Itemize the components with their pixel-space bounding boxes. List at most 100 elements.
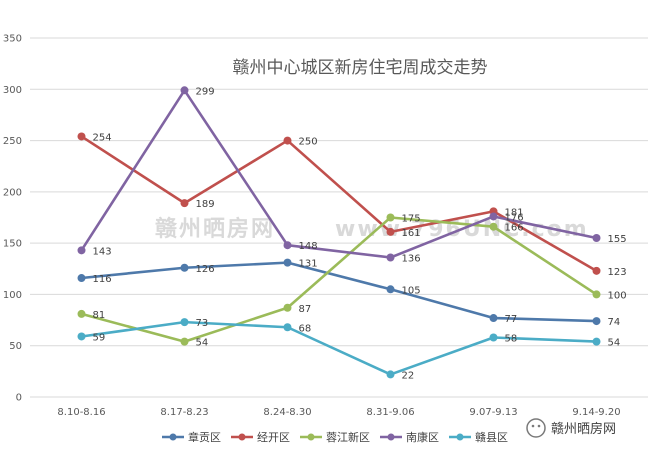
data-label: 54 [196,338,209,349]
legend-item: 赣县区 [449,430,508,444]
legend-item: 经开区 [231,431,290,444]
series-4: 143 299 148 136 176 155 [77,86,627,265]
chart-title: 赣州中心城区新房住宅周成交走势 [233,58,488,78]
data-point [592,290,601,299]
legend-swatch-marker [387,433,395,441]
data-point [489,314,498,323]
data-label: 299 [196,86,215,97]
data-point [592,266,601,275]
legend-swatch-marker [456,433,464,441]
series-line [80,89,597,259]
data-label: 176 [505,212,524,223]
data-point [180,263,189,272]
data-label: 58 [505,334,518,345]
legend-item: 南康区 [380,430,439,444]
legend-item: 章贡区 [162,430,221,444]
data-label: 59 [93,332,106,343]
legend-item: 蓉江新区 [300,430,370,444]
data-label: 116 [93,274,112,285]
legend-label: 蓉江新区 [326,430,370,444]
legend-label: 赣县区 [475,430,508,444]
watermark-left-text: 赣州晒房网 [155,216,275,242]
legend-swatch-marker [169,433,177,441]
legend-label: 南康区 [406,430,439,444]
y-tick-label: 300 [3,85,22,96]
data-point [592,317,601,326]
y-tick-label: 0 [16,393,22,404]
y-tick-label: 200 [3,187,22,198]
legend-swatch-marker [238,433,246,441]
data-label: 143 [93,246,112,257]
legend: 章贡区 经开区 蓉江新区 南康区 赣县区 [162,430,508,444]
data-label: 123 [608,267,627,278]
data-label: 54 [608,338,621,349]
y-tick-label: 150 [3,239,22,250]
legend-label: 章贡区 [188,430,221,444]
data-point [180,318,189,327]
source-logo: 赣州晒房网 [526,418,616,438]
grid-lines [30,37,648,398]
data-label: 22 [402,370,415,381]
data-point [386,213,395,222]
data-point [386,370,395,379]
series-line [81,216,598,343]
data-point [77,309,86,318]
data-label: 181 [505,207,524,218]
data-label: 136 [402,254,421,265]
data-point [283,323,292,332]
wechat-icon-eye-right [537,424,541,428]
data-point [489,222,498,231]
data-label: 148 [299,241,318,252]
data-point [180,199,189,208]
logo-text: 赣州晒房网 [551,421,616,437]
x-tick-label: 8.10-8.16 [57,407,105,418]
data-label: 155 [608,234,627,245]
y-tick-label: 250 [3,136,22,147]
data-label: 250 [299,137,318,148]
data-label: 74 [608,317,621,328]
x-tick-label: 8.17-8.23 [160,407,208,418]
data-point [77,246,86,255]
legend-swatch-marker [307,433,315,441]
series-3: 81 54 87 175 166 100 [77,213,627,349]
series-lines: 116 126 131 105 77 74 254 189 250 161 181 123 81 54 87… [77,86,627,381]
x-axis: 8.10-8.16 8.17-8.23 8.24-8.30 8.31-9.06 9.07… [57,407,620,418]
series-2: 254 189 250 161 181 123 [77,132,627,278]
data-point [180,86,189,95]
data-label: 254 [93,132,112,143]
y-tick-label: 100 [3,290,22,301]
data-point [592,337,601,346]
data-label: 100 [608,290,627,301]
data-point [283,258,292,267]
data-point [592,234,601,243]
x-tick-label: 9.14-9.20 [572,407,620,418]
data-label: 175 [402,214,421,225]
legend-label: 经开区 [257,431,290,444]
data-label: 81 [93,310,106,321]
x-tick-label: 8.24-8.30 [263,407,311,418]
data-label: 87 [299,304,312,315]
data-label: 68 [299,323,312,334]
data-point [283,303,292,312]
wechat-icon-eye-left [531,424,535,428]
data-point [77,332,86,341]
y-tick-label: 50 [9,341,22,352]
x-tick-label: 9.07-9.13 [469,407,517,418]
data-point [180,337,189,346]
data-point [386,227,395,236]
data-label: 73 [196,318,209,329]
data-point [283,136,292,145]
data-label: 166 [505,223,524,234]
data-point [283,241,292,250]
data-label: 189 [196,199,215,210]
series-line [81,320,597,376]
series-5: 59 73 68 22 58 54 [77,318,621,381]
data-label: 126 [196,264,215,275]
data-point [386,253,395,262]
y-tick-label: 350 [3,34,22,45]
series-1: 116 126 131 105 77 74 [77,258,621,328]
data-point [489,333,498,342]
series-line [81,261,597,323]
